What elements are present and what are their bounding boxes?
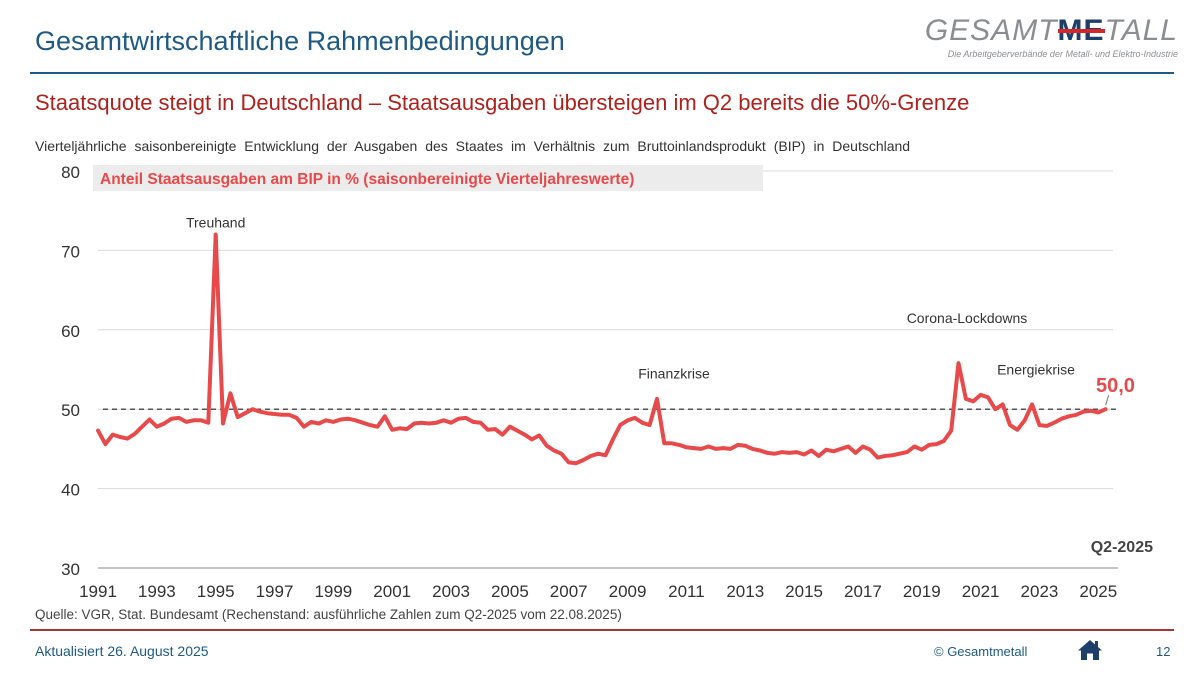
copyright-notice: © Gesamtmetall <box>934 644 1028 659</box>
chart-title: Anteil Staatsausgaben am BIP in % (saiso… <box>100 171 634 188</box>
x-tick-label: 2017 <box>844 582 882 601</box>
last-value-leader <box>1105 395 1110 406</box>
logo-tagline: Die Arbeitgeberverbände der Metall- und … <box>947 49 1178 59</box>
home-icon[interactable] <box>1077 638 1103 662</box>
logo-suffix: TALL <box>1104 14 1178 47</box>
x-tick-label: 2001 <box>373 582 411 601</box>
logo-prefix: GESAMT <box>924 14 1058 47</box>
x-tick-label: 2015 <box>785 582 823 601</box>
gesamtmetall-logo: GESAMTMETALL Die Arbeitgeberverbände der… <box>925 14 1178 59</box>
slide-subtitle: Staatsquote steigt in Deutschland – Staa… <box>35 90 970 115</box>
x-tick-label: 1995 <box>197 582 235 601</box>
x-tick-label: 1997 <box>256 582 294 601</box>
y-tick-label: 60 <box>61 322 80 341</box>
x-tick-label: 1999 <box>314 582 352 601</box>
x-tick-label: 2007 <box>550 582 588 601</box>
source-note: Quelle: VGR, Stat. Bundesamt (Rechenstan… <box>35 607 622 622</box>
chart-description: Vierteljährliche saisonbereinigte Entwic… <box>35 138 911 154</box>
period-label: Q2-2025 <box>1091 539 1153 556</box>
x-tick-label: 1993 <box>138 582 176 601</box>
x-tick-label: 2025 <box>1079 582 1117 601</box>
annotation-label: Energiekrise <box>997 362 1075 378</box>
legend-box <box>93 165 763 191</box>
annotation-label: Treuhand <box>186 215 245 231</box>
annotation-label: Corona-Lockdowns <box>907 310 1028 326</box>
annotation-label: Finanzkrise <box>638 365 710 381</box>
x-tick-label: 2013 <box>726 582 764 601</box>
x-tick-label: 1991 <box>79 582 117 601</box>
y-tick-label: 30 <box>61 560 80 579</box>
x-tick-label: 2003 <box>432 582 470 601</box>
y-tick-label: 40 <box>61 481 80 500</box>
x-tick-label: 2011 <box>668 582 705 601</box>
y-tick-label: 70 <box>61 242 80 261</box>
y-tick-label: 50 <box>61 401 80 420</box>
x-tick-label: 2021 <box>962 582 1000 601</box>
page-header-title: Gesamtwirtschaftliche Rahmenbedingungen <box>35 26 565 56</box>
x-tick-label: 2023 <box>1021 582 1059 601</box>
series-line-staatsquote <box>96 232 1108 466</box>
x-tick-label: 2005 <box>491 582 529 601</box>
updated-date: Aktualisiert 26. August 2025 <box>35 643 209 659</box>
last-value-label: 50,0 <box>1096 375 1135 397</box>
footer-divider <box>30 629 1174 631</box>
x-tick-label: 2009 <box>609 582 647 601</box>
logo-me: ME <box>1057 14 1105 47</box>
logo-wordmark: GESAMTMETALL <box>925 14 1178 48</box>
page-number: 12 <box>1156 644 1171 659</box>
x-tick-label: 2019 <box>903 582 941 601</box>
header-divider <box>30 72 1174 74</box>
y-tick-label: 80 <box>61 163 80 182</box>
